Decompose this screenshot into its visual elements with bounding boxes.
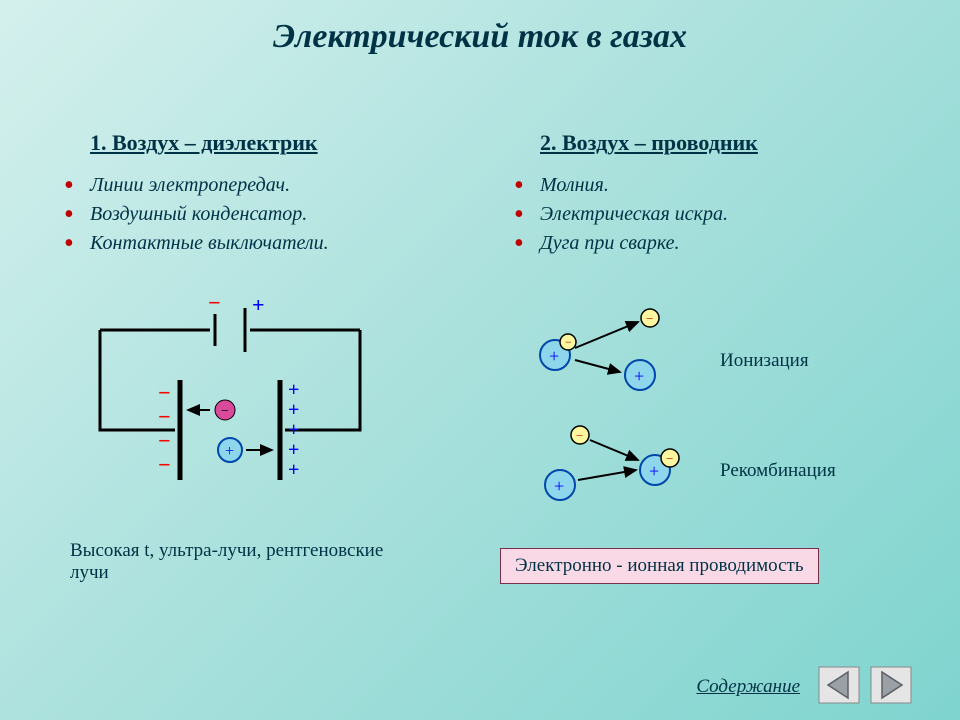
svg-text:−: − [576,428,583,443]
svg-text:−: − [158,428,171,453]
list-item: Дуга при сварке. [514,232,930,255]
left-note: Высокая t, ультра-лучи, рентгеновские лу… [70,540,410,584]
svg-text:−: − [158,380,171,405]
svg-text:+: + [554,476,564,496]
list-item: Линии электропередач. [64,174,480,197]
left-column: 1. Воздух – диэлектрик Линии электропере… [60,130,480,261]
svg-text:+: + [288,379,299,401]
nav-next-button[interactable] [870,666,912,704]
svg-text:−: − [158,404,171,429]
svg-text:+: + [634,366,644,386]
ionization-label: Ионизация [720,350,809,372]
list-item: Молния. [514,174,930,197]
contents-link[interactable]: Содержание [696,676,800,698]
svg-text:−: − [565,335,572,349]
svg-text:−: − [208,300,221,315]
nav-prev-button[interactable] [818,666,860,704]
page-title: Электрический ток в газах [0,18,960,56]
svg-text:+: + [288,459,299,481]
svg-text:+: + [225,443,234,460]
svg-text:−: − [666,451,673,466]
recombination-label: Рекомбинация [720,460,836,482]
right-heading: 2. Воздух – проводник [540,130,930,156]
svg-text:−: − [646,311,653,326]
conductivity-box: Электронно - ионная проводимость [500,548,819,584]
svg-text:−: − [158,452,171,477]
left-heading: 1. Воздух – диэлектрик [90,130,480,156]
svg-text:−: − [221,404,229,419]
svg-text:+: + [649,461,659,481]
left-bullets: Линии электропередач. Воздушный конденса… [64,174,480,255]
list-item: Воздушный конденсатор. [64,203,480,226]
list-item: Контактные выключатели. [64,232,480,255]
list-item: Электрическая искра. [514,203,930,226]
right-column: 2. Воздух – проводник Молния. Электричес… [510,130,930,261]
svg-text:+: + [288,419,299,441]
svg-text:+: + [549,346,559,366]
svg-text:+: + [288,399,299,421]
right-bullets: Молния. Электрическая искра. Дуга при св… [514,174,930,255]
ions-diagram: + − + − − + + − [520,300,750,520]
svg-text:+: + [288,439,299,461]
svg-text:+: + [252,300,265,317]
circuit-diagram: − + − − − − + + + + + − + [80,300,380,520]
